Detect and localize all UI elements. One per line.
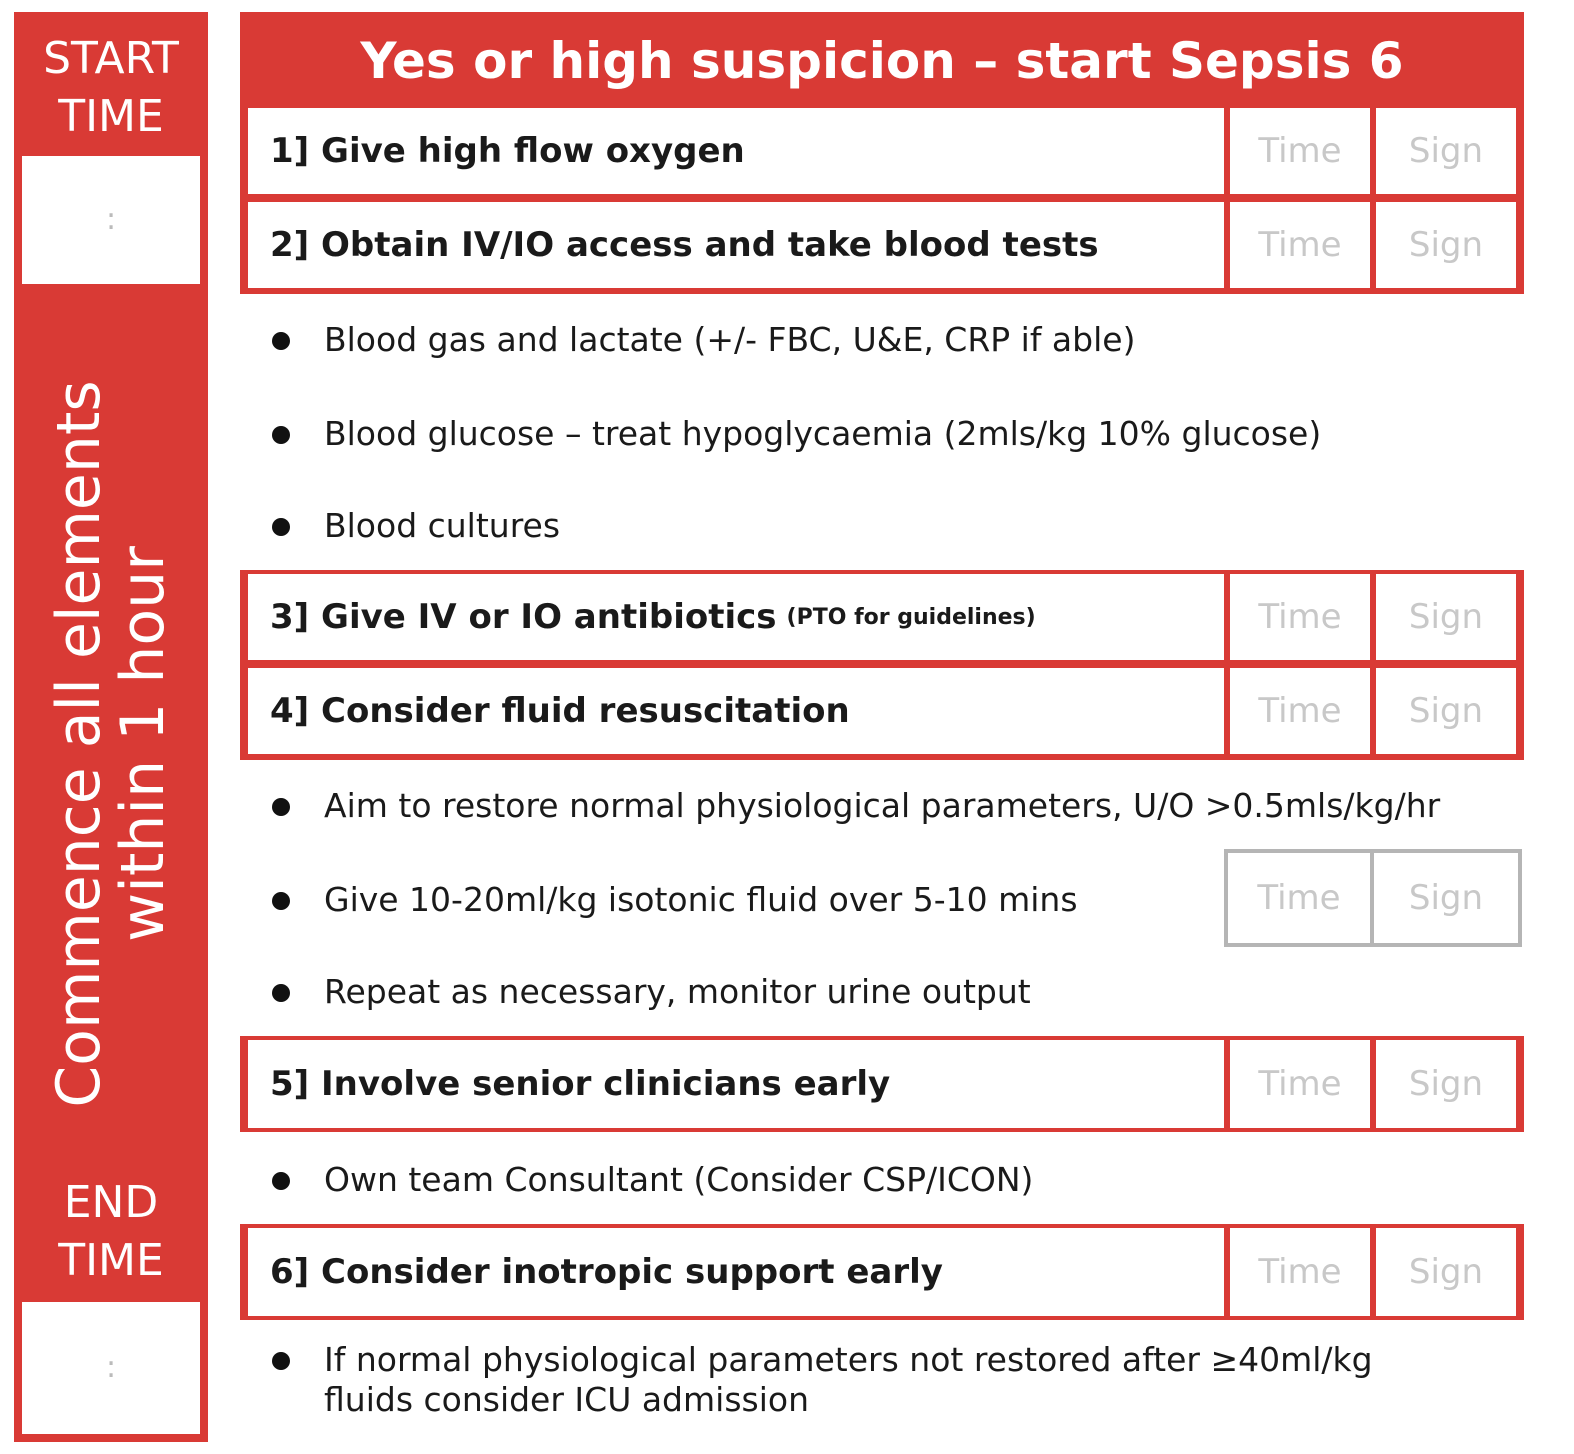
step-5-time-field[interactable]: Time xyxy=(1230,1040,1370,1128)
step-6-sign-field[interactable]: Sign xyxy=(1376,1228,1516,1316)
steps-3-4-group: 3] Give IV or IO antibiotics (PTO for gu… xyxy=(240,570,1524,760)
step-2-label: 2] Obtain IV/IO access and take blood te… xyxy=(248,202,1224,288)
bullet-icon xyxy=(272,798,290,816)
step-2-sign-field[interactable]: Sign xyxy=(1376,202,1516,288)
step-3-time-field[interactable]: Time xyxy=(1230,574,1370,660)
start-time-label: START TIME xyxy=(43,33,179,142)
step-4-time-field[interactable]: Time xyxy=(1230,668,1370,754)
bullet-icon xyxy=(272,892,290,910)
step-5-label: 5] Involve senior clinicians early xyxy=(248,1040,1224,1128)
step-4-label: 4] Consider fluid resuscitation xyxy=(248,668,1224,754)
steps-1-2-group: 1] Give high flow oxygen Time Sign 2] Ob… xyxy=(240,104,1524,294)
step-1-time-field[interactable]: Time xyxy=(1230,108,1370,194)
step-2-time-field[interactable]: Time xyxy=(1230,202,1370,288)
step-4-sign-field[interactable]: Sign xyxy=(1376,668,1516,754)
bullet-icon xyxy=(272,1352,290,1370)
end-time-field[interactable]: : xyxy=(22,1302,200,1434)
step-5-sign-field[interactable]: Sign xyxy=(1376,1040,1516,1128)
start-time-field[interactable]: : xyxy=(22,156,200,284)
bullet-icon xyxy=(272,1172,290,1190)
step-3-label: 3] Give IV or IO antibiotics (PTO for gu… xyxy=(248,574,1224,660)
fluid-sign-field[interactable]: Sign xyxy=(1374,853,1518,943)
vertical-instruction: Commence all elements within 1 hour xyxy=(44,380,178,1108)
end-time-label: END TIME xyxy=(58,1177,164,1286)
page-title: Yes or high suspicion – start Sepsis 6 xyxy=(240,12,1524,110)
bullet-icon xyxy=(272,518,290,536)
bullet-icon xyxy=(272,332,290,350)
step-1-label: 1] Give high flow oxygen xyxy=(248,108,1224,194)
step-3-note: (PTO for guidelines) xyxy=(786,604,1036,630)
fluid-bolus-signoff: Time Sign xyxy=(1224,849,1522,947)
timing-sidebar: START TIME : Commence all elements withi… xyxy=(14,12,208,1442)
step-3-sign-field[interactable]: Sign xyxy=(1376,574,1516,660)
step-1-sign-field[interactable]: Sign xyxy=(1376,108,1516,194)
step-6-group: 6] Consider inotropic support early Time… xyxy=(240,1224,1524,1320)
step-6-time-field[interactable]: Time xyxy=(1230,1228,1370,1316)
bullet-icon xyxy=(272,984,290,1002)
bullet-icon xyxy=(272,426,290,444)
step-6-label: 6] Consider inotropic support early xyxy=(248,1228,1224,1316)
fluid-time-field[interactable]: Time xyxy=(1228,853,1370,943)
step-5-group: 5] Involve senior clinicians early Time … xyxy=(240,1036,1524,1132)
